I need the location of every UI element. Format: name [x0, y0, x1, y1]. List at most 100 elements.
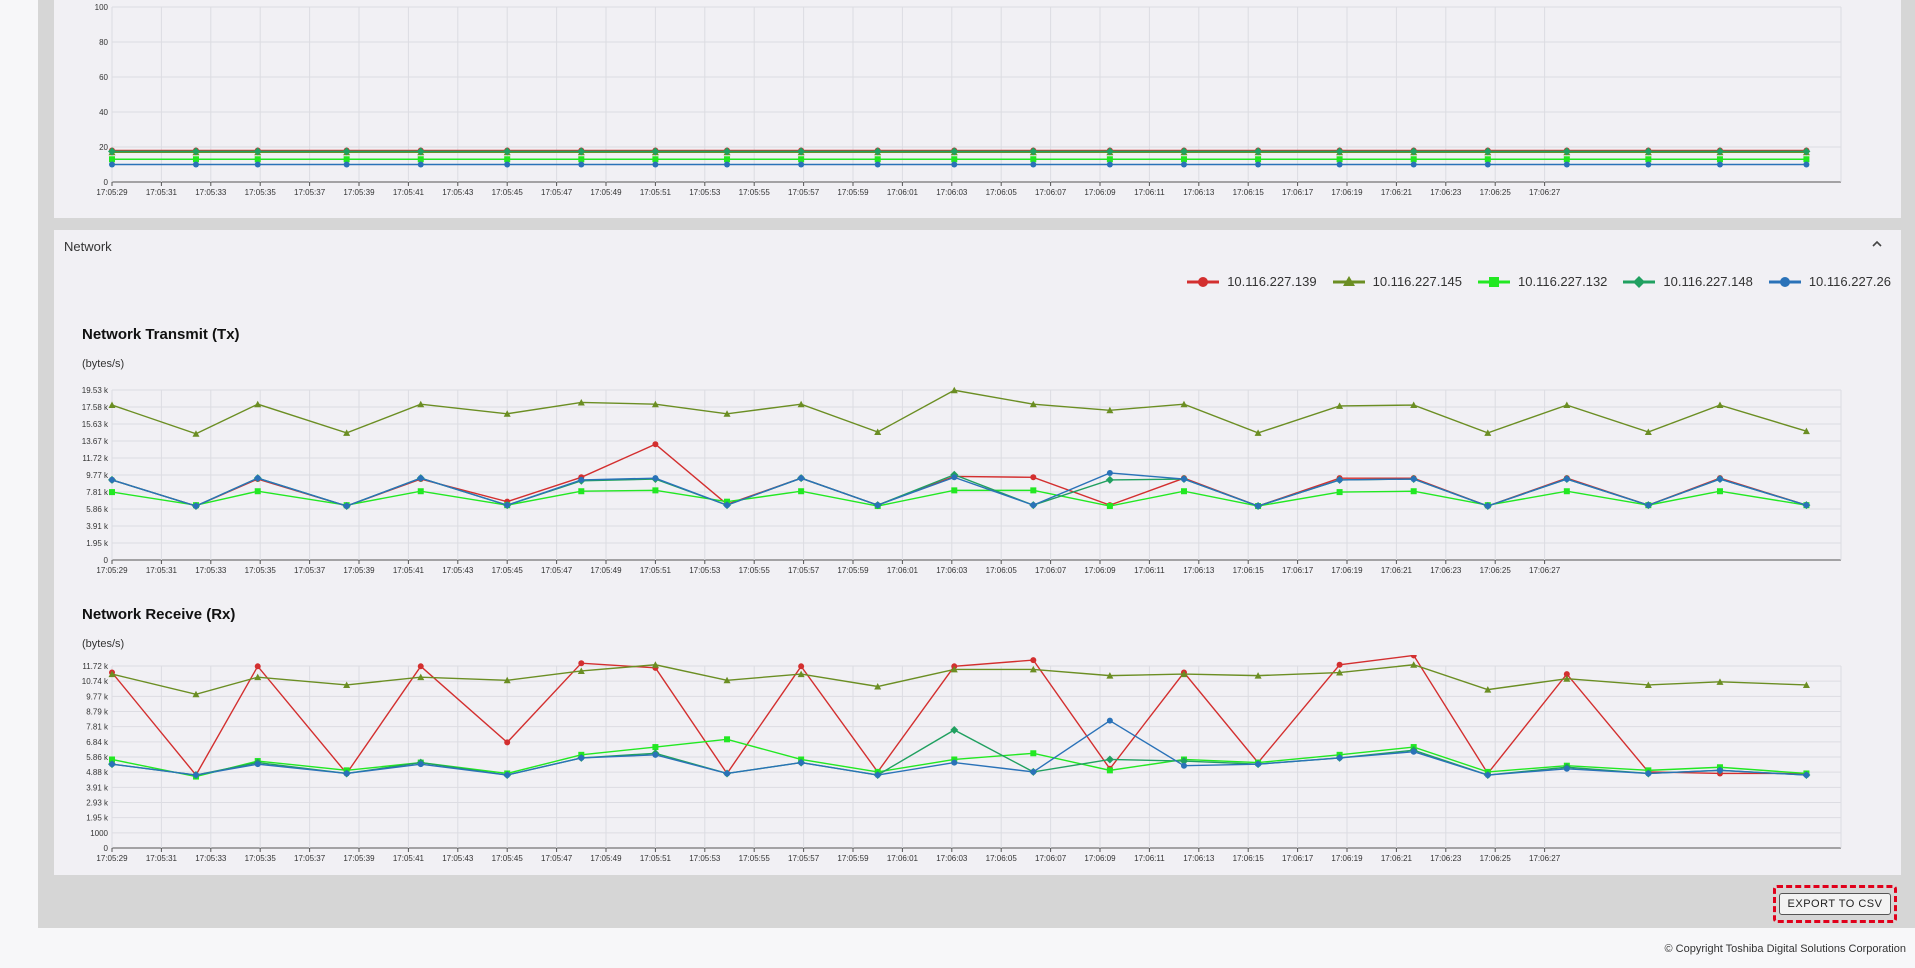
data-point — [1030, 161, 1037, 168]
data-point — [1106, 767, 1113, 774]
x-tick-label: 17:05:43 — [442, 566, 474, 575]
data-point — [1106, 161, 1113, 168]
data-point — [1336, 669, 1344, 676]
data-point — [504, 502, 511, 509]
data-point — [1180, 400, 1188, 408]
legend-item[interactable]: 10.116.227.145 — [1332, 274, 1463, 289]
data-point — [578, 754, 585, 761]
data-point — [191, 147, 200, 156]
y-tick-label: 9.77 k — [86, 471, 109, 480]
data-point — [1716, 767, 1723, 774]
x-tick-label: 17:05:37 — [294, 854, 326, 863]
y-tick-label: 17.58 k — [82, 403, 109, 412]
x-tick-label: 17:06:09 — [1084, 188, 1116, 197]
tx-chart-unit: (bytes/s) — [82, 358, 125, 370]
x-tick-label: 17:06:03 — [936, 854, 968, 863]
legend-label: 10.116.227.145 — [1372, 274, 1463, 289]
data-point — [343, 429, 351, 436]
data-point — [1484, 161, 1491, 168]
y-tick-label: 0 — [104, 178, 109, 187]
x-tick-label: 17:05:45 — [492, 566, 524, 575]
x-tick-label: 17:05:35 — [245, 188, 277, 197]
data-point — [578, 476, 585, 483]
data-point — [1716, 401, 1724, 409]
data-point — [1803, 772, 1810, 779]
data-point — [1563, 488, 1570, 495]
data-point — [192, 690, 200, 698]
y-tick-label: 11.72 k — [82, 454, 109, 463]
x-tick-label: 17:06:09 — [1084, 566, 1116, 575]
data-point — [1030, 156, 1037, 163]
data-point — [1644, 681, 1652, 688]
x-tick-label: 17:05:57 — [788, 188, 820, 197]
data-point — [1106, 503, 1113, 510]
x-tick-label: 17:06:15 — [1233, 854, 1265, 863]
data-point — [109, 489, 115, 496]
y-tick-label: 19.53 k — [82, 386, 109, 395]
data-point — [254, 400, 262, 408]
tx-chart: 0 1.95 k 3.91 k 5.86 k 7.81 k 9.77 k 11.72 k 13… — [82, 386, 1842, 575]
data-point — [1105, 475, 1114, 484]
data-point — [950, 386, 958, 394]
data-point — [798, 663, 805, 670]
data-point — [417, 673, 425, 681]
data-point — [950, 147, 959, 156]
data-point — [951, 474, 958, 481]
x-tick-label: 17:06:23 — [1430, 854, 1462, 863]
data-point — [1645, 161, 1652, 168]
data-point — [254, 156, 261, 163]
x-tick-label: 17:05:59 — [837, 188, 869, 197]
y-tick-label: 1.95 k — [86, 814, 109, 823]
data-point — [797, 400, 805, 408]
x-tick-label: 17:05:31 — [146, 854, 178, 863]
x-tick-label: 17:06:21 — [1381, 566, 1413, 575]
data-point — [652, 441, 659, 448]
data-point — [797, 147, 806, 156]
x-tick-label: 17:06:01 — [887, 854, 919, 863]
x-tick-label: 17:05:31 — [146, 566, 178, 575]
x-tick-label: 17:05:59 — [837, 854, 869, 863]
data-point — [1803, 156, 1810, 163]
data-point — [1336, 161, 1343, 168]
y-tick-label: 13.67 k — [82, 437, 109, 446]
x-tick-label: 17:06:25 — [1480, 188, 1512, 197]
legend-item[interactable]: 10.116.227.132 — [1478, 274, 1607, 289]
data-point — [417, 156, 424, 163]
series-10-116-227-145 — [108, 661, 1810, 698]
legend-item[interactable]: 10.116.227.139 — [1187, 274, 1317, 289]
grid — [111, 665, 1842, 852]
data-point — [874, 502, 881, 509]
data-point — [724, 502, 731, 509]
data-point — [503, 676, 511, 684]
x-tick-label: 17:05:37 — [294, 188, 326, 197]
chart-legend: 10.116.227.139 10.116.227.145 10.116.227.1… — [1187, 274, 1891, 289]
series-10-116-227-145 — [108, 386, 1810, 437]
y-tick-label: 4.88 k — [86, 768, 109, 777]
legend-marker-icon — [1768, 276, 1801, 287]
legend-item[interactable]: 10.116.227.148 — [1623, 274, 1753, 289]
data-point — [1030, 750, 1037, 757]
x-tick-label: 17:05:59 — [837, 566, 869, 575]
legend-item[interactable]: 10.116.227.26 — [1768, 274, 1891, 289]
data-point — [1336, 156, 1343, 163]
x-tick-label: 17:06:17 — [1282, 854, 1314, 863]
x-tick-label: 17:05:41 — [393, 566, 425, 575]
export-csv-button[interactable]: EXPORT TO CSV — [1778, 893, 1892, 915]
data-point — [652, 751, 659, 758]
x-tick-label: 17:05:47 — [541, 854, 573, 863]
data-point — [253, 147, 262, 156]
x-tick-label: 17:05:51 — [640, 566, 672, 575]
data-point — [1410, 748, 1417, 755]
data-point — [1336, 661, 1343, 668]
x-tick-label: 17:06:07 — [1035, 188, 1067, 197]
data-point — [651, 661, 659, 668]
data-point — [951, 156, 958, 163]
data-point — [109, 156, 115, 163]
data-point — [1645, 502, 1652, 509]
data-point — [1030, 657, 1037, 664]
data-point — [1336, 402, 1344, 409]
usage-chart: 0 20 40 60 80 100 17:05:29 17:05:31 17:05:33 17:0… — [95, 3, 1842, 197]
x-tick-label: 17:06:25 — [1480, 566, 1512, 575]
collapse-chevron-icon[interactable] — [1867, 234, 1887, 254]
x-tick-label: 17:05:45 — [492, 854, 524, 863]
